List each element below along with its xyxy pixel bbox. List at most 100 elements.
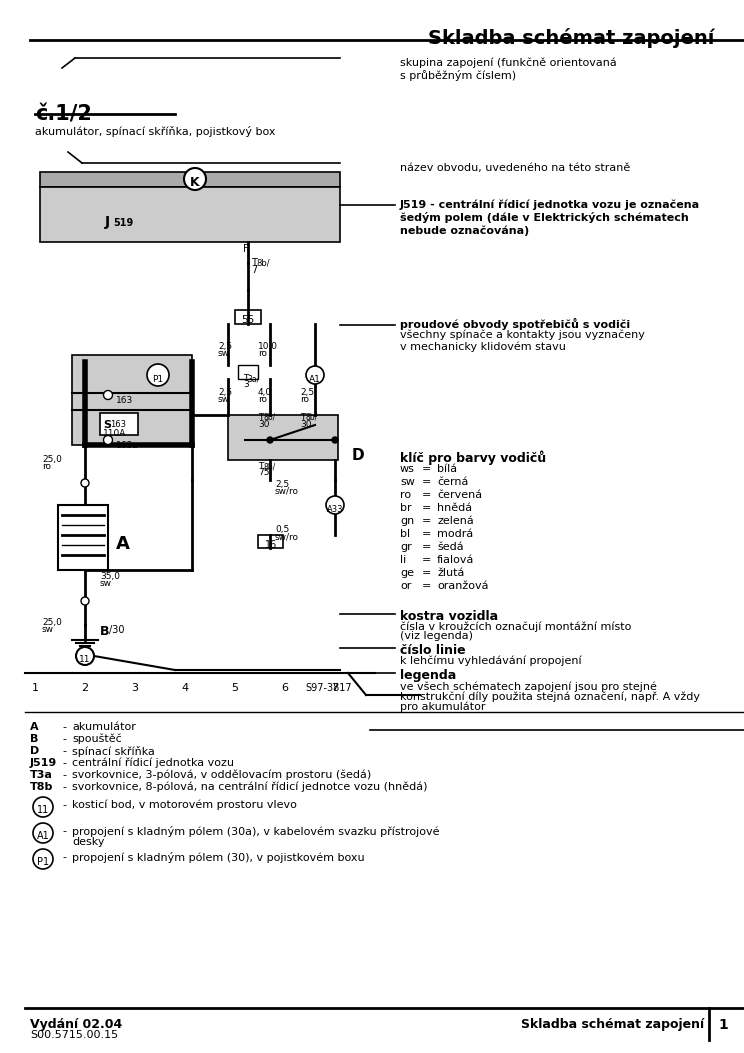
Text: název obvodu, uvedeného na této straně: název obvodu, uvedeného na této straně <box>400 163 630 173</box>
Text: /30: /30 <box>109 625 124 635</box>
Circle shape <box>33 849 53 869</box>
Text: -: - <box>62 770 66 780</box>
Text: =: = <box>422 568 432 578</box>
Circle shape <box>33 797 53 817</box>
Text: =: = <box>422 555 432 565</box>
Text: 55: 55 <box>241 315 254 325</box>
Text: ro: ro <box>258 395 267 404</box>
Text: spouštěč: spouštěč <box>72 734 122 744</box>
Text: 1: 1 <box>718 1018 728 1032</box>
Text: or: or <box>400 581 411 591</box>
Text: k lehčímu vyhledávání propojení: k lehčímu vyhledávání propojení <box>400 655 582 665</box>
Text: sw: sw <box>100 579 112 588</box>
Text: 2,5: 2,5 <box>218 388 232 397</box>
Text: S00.5715.00.15: S00.5715.00.15 <box>30 1030 118 1040</box>
Text: kostra vozidla: kostra vozidla <box>400 610 498 623</box>
Circle shape <box>184 168 206 190</box>
Circle shape <box>81 597 89 605</box>
Text: proudové obvody spotřebičů s vodiči: proudové obvody spotřebičů s vodiči <box>400 318 630 330</box>
Text: =: = <box>422 490 432 500</box>
Text: 5: 5 <box>231 683 239 693</box>
Text: čísla v kroužcích označují montážní místo: čísla v kroužcích označují montážní míst… <box>400 621 632 632</box>
Circle shape <box>33 823 53 843</box>
Text: A33: A33 <box>327 504 343 514</box>
Text: č.1/2: č.1/2 <box>35 105 92 125</box>
Text: 7: 7 <box>331 683 339 693</box>
Text: v mechanicky klidovém stavu: v mechanicky klidovém stavu <box>400 341 566 352</box>
Text: A: A <box>30 722 39 732</box>
Text: 10,0: 10,0 <box>258 342 278 351</box>
Text: P1: P1 <box>37 857 49 867</box>
Text: skupina zapojení (funkčně orientovaná
s průběžným číslem): skupina zapojení (funkčně orientovaná s … <box>400 58 617 81</box>
Text: 8b/: 8b/ <box>263 413 275 422</box>
Text: -: - <box>62 826 66 836</box>
Text: 163: 163 <box>116 396 133 405</box>
Text: -: - <box>62 746 66 756</box>
Text: svorkovnice, 8-pólová, na centrální řídicí jednotce vozu (hnědá): svorkovnice, 8-pólová, na centrální řídi… <box>72 782 428 793</box>
Text: desky: desky <box>72 837 104 847</box>
Text: S97-3817: S97-3817 <box>305 683 352 693</box>
Text: =: = <box>422 477 432 486</box>
Text: ro: ro <box>300 395 309 404</box>
Text: centrální řídicí jednotka vozu: centrální řídicí jednotka vozu <box>72 758 234 769</box>
Text: Skladba schémat zapojení: Skladba schémat zapojení <box>428 28 714 48</box>
Text: -: - <box>62 782 66 792</box>
Circle shape <box>326 496 344 514</box>
Text: P1: P1 <box>153 375 164 383</box>
Circle shape <box>81 479 89 486</box>
Text: modrá: modrá <box>437 529 473 539</box>
Text: D: D <box>352 448 365 463</box>
Text: sw: sw <box>218 395 230 404</box>
Text: kosticí bod, v motorovém prostoru vlevo: kosticí bod, v motorovém prostoru vlevo <box>72 800 297 811</box>
Text: ro: ro <box>42 462 51 471</box>
Text: -: - <box>62 800 66 810</box>
Text: 8b/: 8b/ <box>305 413 317 422</box>
Text: S: S <box>103 420 111 430</box>
Text: ge: ge <box>400 568 414 578</box>
Text: 16: 16 <box>265 540 277 550</box>
Text: legenda: legenda <box>400 669 456 682</box>
Text: 8b/: 8b/ <box>263 462 275 471</box>
Text: J519 - centrální řídicí jednotka vozu je označena
šedým polem (dále v Elektrický: J519 - centrální řídicí jednotka vozu je… <box>400 200 700 236</box>
Circle shape <box>76 647 94 665</box>
Text: T8b: T8b <box>30 782 54 792</box>
Text: fialová: fialová <box>437 555 475 565</box>
Text: číslo linie: číslo linie <box>400 644 466 657</box>
Text: J: J <box>105 215 110 229</box>
Text: sw: sw <box>400 477 415 486</box>
Text: -: - <box>62 852 66 862</box>
Text: 2: 2 <box>81 683 89 693</box>
Text: 519: 519 <box>113 218 133 229</box>
Bar <box>40 172 340 187</box>
Text: 1: 1 <box>31 683 39 693</box>
Text: sw: sw <box>42 625 54 634</box>
Text: =: = <box>422 529 432 539</box>
Text: zelená: zelená <box>437 516 474 526</box>
Text: 25,0: 25,0 <box>42 455 62 464</box>
Text: F: F <box>243 244 248 254</box>
Circle shape <box>306 366 324 384</box>
Text: propojení s kladným pólem (30a), v kabelovém svazku přístrojové: propojení s kladným pólem (30a), v kabel… <box>72 826 440 837</box>
Text: 8b/: 8b/ <box>256 258 269 267</box>
Text: ve všech schématech zapojení jsou pro stejné: ve všech schématech zapojení jsou pro st… <box>400 681 657 692</box>
Text: bl: bl <box>400 529 410 539</box>
Text: svorkovnice, 3-pólová, v oddělovacím prostoru (šedá): svorkovnice, 3-pólová, v oddělovacím pro… <box>72 770 371 780</box>
Text: =: = <box>422 542 432 552</box>
Text: T: T <box>258 462 263 471</box>
Text: 25,0: 25,0 <box>42 618 62 627</box>
Text: T: T <box>300 413 305 422</box>
Text: sw: sw <box>218 349 230 358</box>
Text: ro: ro <box>400 490 411 500</box>
Text: všechny spínače a kontakty jsou vyznačeny: všechny spínače a kontakty jsou vyznačen… <box>400 330 645 340</box>
Text: bílá: bílá <box>437 464 457 474</box>
Text: 6: 6 <box>281 683 289 693</box>
Text: A1: A1 <box>309 375 321 383</box>
Text: 4,0: 4,0 <box>258 388 272 397</box>
Text: br: br <box>400 503 411 513</box>
Text: 2,5: 2,5 <box>275 480 289 489</box>
Text: pro akumulátor: pro akumulátor <box>400 701 486 712</box>
Text: =: = <box>422 516 432 526</box>
Text: 3a/: 3a/ <box>247 374 259 383</box>
Bar <box>258 535 283 548</box>
Bar <box>72 355 192 445</box>
